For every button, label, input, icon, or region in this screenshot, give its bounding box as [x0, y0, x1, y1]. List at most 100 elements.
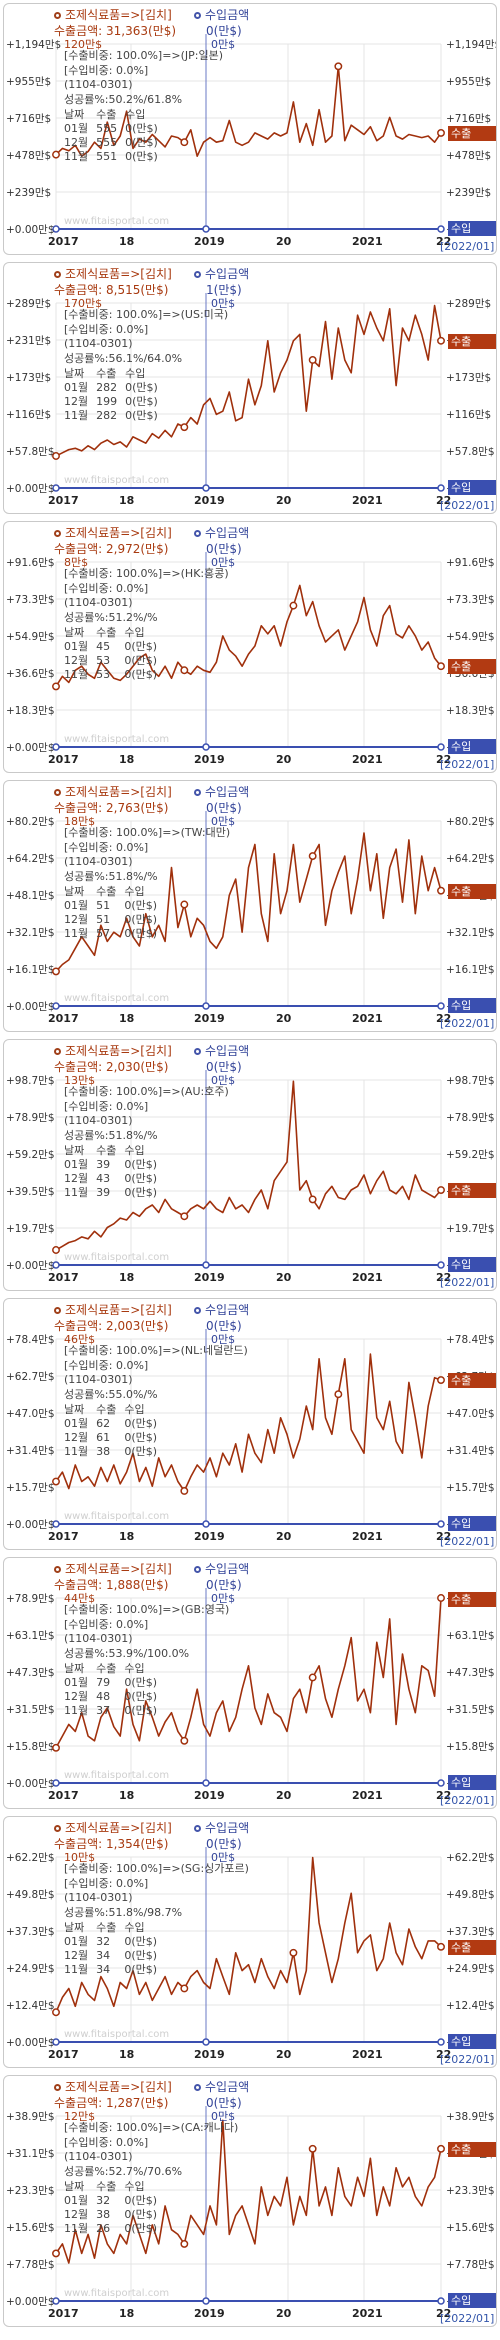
table-row: 11월 37 0(만$) — [64, 1704, 165, 1718]
import-tag: 수입 — [448, 2293, 496, 2308]
info-line: [수출비중: 100.0%]=>(HK:홍콩) — [64, 567, 229, 580]
export-legend-icon — [54, 1825, 61, 1832]
export-point — [289, 1948, 298, 1957]
chart-title: 조제식료품=>[김치] — [65, 2080, 172, 2094]
import-tag: 수입 — [448, 2034, 496, 2049]
export-total: 수출금액: 2,972(만$) — [54, 542, 169, 556]
import-point — [437, 1779, 445, 1787]
y-tick-label-right: +289만$ — [446, 298, 491, 310]
import-legend-label: 수입금액 — [205, 8, 250, 22]
info-line: 성공률%:51.8%/% — [64, 1128, 158, 1142]
table-cell: 39 — [96, 1186, 111, 1199]
table-row: 12월 53 0(만$) — [64, 654, 165, 668]
x-tick-label: 18 — [119, 1789, 134, 1802]
info-box: [수출비중: 100.0%]=>(SG:싱가포르) [수입비중: 0.0%] (11… — [64, 1862, 249, 1920]
export-legend-icon — [54, 1048, 61, 1055]
y-tick-label-left: +54.9만$ — [6, 631, 55, 643]
export-legend-icon — [54, 530, 61, 537]
table-cell: 01월 — [64, 381, 89, 394]
export-tag: 수출 — [448, 1183, 496, 1199]
table-cell: 43 — [96, 1172, 111, 1185]
import-total: 0(만$) — [206, 1578, 242, 1592]
y-tick-label-left: +0.00만$ — [6, 1260, 55, 1272]
table-row: 01월 51 0(만$) — [64, 899, 165, 913]
import-legend-label: 수입금액 — [205, 1044, 250, 1058]
info-line: [수입비중: 0.0%] — [64, 1876, 149, 1890]
chart-title: 조제식료품=>[김치] — [65, 1303, 172, 1317]
table-header-cell: 수입 — [124, 885, 145, 898]
y-tick-label-left: +78.9만$ — [6, 1112, 55, 1124]
import-point — [437, 1002, 445, 1010]
table-cell: 12월 — [64, 2208, 89, 2221]
y-tick-label-left: +15.6만$ — [6, 2222, 55, 2234]
x-tick-label: 20 — [276, 753, 292, 766]
y-tick-label-left: +78.9만$ — [6, 1593, 55, 1605]
table-cell: 53 — [96, 654, 111, 667]
monthly-table-grid: 날짜 수출 수입 01월 32 0(만$) 12월 34 0(만$) 11월 34 0(만$) — [64, 1921, 165, 1977]
y-tick-label-left: +231만$ — [6, 335, 51, 347]
chart-title-row: 조제식료품=>[김치] — [54, 7, 176, 23]
x-tick-label: 20 — [276, 2048, 292, 2061]
y-tick-label-right: +49.8만$ — [446, 1889, 495, 1901]
period-label: [2022/01] — [440, 2312, 495, 2325]
table-header-cell: 날짜 — [64, 1403, 85, 1416]
y-tick-label-left: +15.7만$ — [6, 1482, 55, 1494]
table-header-cell: 날짜 — [64, 367, 85, 380]
table-row: 12월 51 0(만$) — [64, 913, 165, 927]
table-header-cell: 수출 — [96, 1144, 117, 1157]
table-cell: 11월 — [64, 1963, 89, 1976]
export-point — [52, 967, 60, 976]
export-point — [52, 150, 60, 159]
x-tick-label: 20 — [276, 2307, 292, 2320]
x-tick-label: 18 — [119, 1271, 134, 1284]
y-tick-label-right: +62.2만$ — [446, 1852, 495, 1864]
y-tick-label-left: +31.4만$ — [6, 1445, 55, 1457]
info-box: [수출비중: 100.0%]=>(JP:일본) [수입비중: 0.0%] (1104… — [64, 49, 223, 107]
table-row: 12월 555 0(만$) — [64, 136, 166, 150]
table-cell: 282 — [96, 381, 118, 394]
y-tick-label-left: +18.3만$ — [6, 705, 55, 717]
import-legend-icon — [194, 1307, 201, 1314]
x-tick-label: 2021 — [352, 2307, 383, 2320]
info-line: [수입비중: 0.0%] — [64, 1358, 149, 1372]
y-tick-label-left: +62.7만$ — [6, 1371, 55, 1383]
table-row: 11월 39 0(만$) — [64, 1186, 165, 1200]
import-tag: 수입 — [448, 739, 496, 754]
y-tick-label-left: +80.2만$ — [6, 816, 55, 828]
import-legend-icon — [194, 1825, 201, 1832]
y-tick-label-right: +16.1만$ — [446, 964, 495, 976]
export-peak-label: 46만$ — [64, 1333, 96, 1346]
import-legend-icon — [194, 1048, 201, 1055]
y-tick-label-left: +0.00만$ — [6, 742, 55, 754]
watermark: www.fitaisportal.com — [64, 2029, 170, 2040]
table-cell: 0(만$) — [124, 899, 158, 912]
y-tick-label-left: +37.3만$ — [6, 1926, 55, 1938]
table-header-cell: 수출 — [96, 2180, 117, 2193]
y-tick-label-left: +48.1만$ — [6, 890, 55, 902]
export-peak-label: 18만$ — [64, 815, 96, 828]
y-tick-label-left: +78.4만$ — [6, 1334, 55, 1346]
chart-header: 조제식료품=>[김치] 수출금액: 2,763(만$) — [54, 784, 172, 816]
export-point — [437, 662, 445, 671]
y-tick-label-right: +19.7만$ — [446, 1223, 495, 1235]
x-tick-label: 2021 — [352, 494, 383, 507]
export-point — [308, 1673, 317, 1682]
x-tick-label: 20 — [276, 1530, 292, 1543]
import-point — [202, 225, 210, 233]
chart-title-row: 조제식료품=>[김치] — [54, 1820, 172, 1836]
table-cell: 37 — [96, 1704, 111, 1717]
period-label: [2022/01] — [440, 499, 495, 512]
table-row: 12월 43 0(만$) — [64, 1172, 165, 1186]
x-tick-label: 22 — [436, 1012, 451, 1025]
y-tick-label-left: +1,194만$ — [6, 39, 61, 51]
monthly-table: 날짜 수출 수입 01월 39 0(만$) 12월 43 0(만$) 11월 39 0(만$) — [64, 1144, 165, 1200]
table-header-cell: 수입 — [125, 367, 146, 380]
y-tick-label-right: +24.9만$ — [446, 1963, 495, 1975]
export-peak-label: 8만$ — [64, 556, 89, 569]
chart-title-row: 조제식료품=>[김치] — [54, 1561, 172, 1577]
export-peak-label: 10만$ — [64, 1851, 96, 1864]
table-row: 11월 53 0(만$) — [64, 668, 165, 682]
y-tick-label-left: +478만$ — [6, 150, 51, 162]
export-series-line — [55, 1856, 442, 2013]
